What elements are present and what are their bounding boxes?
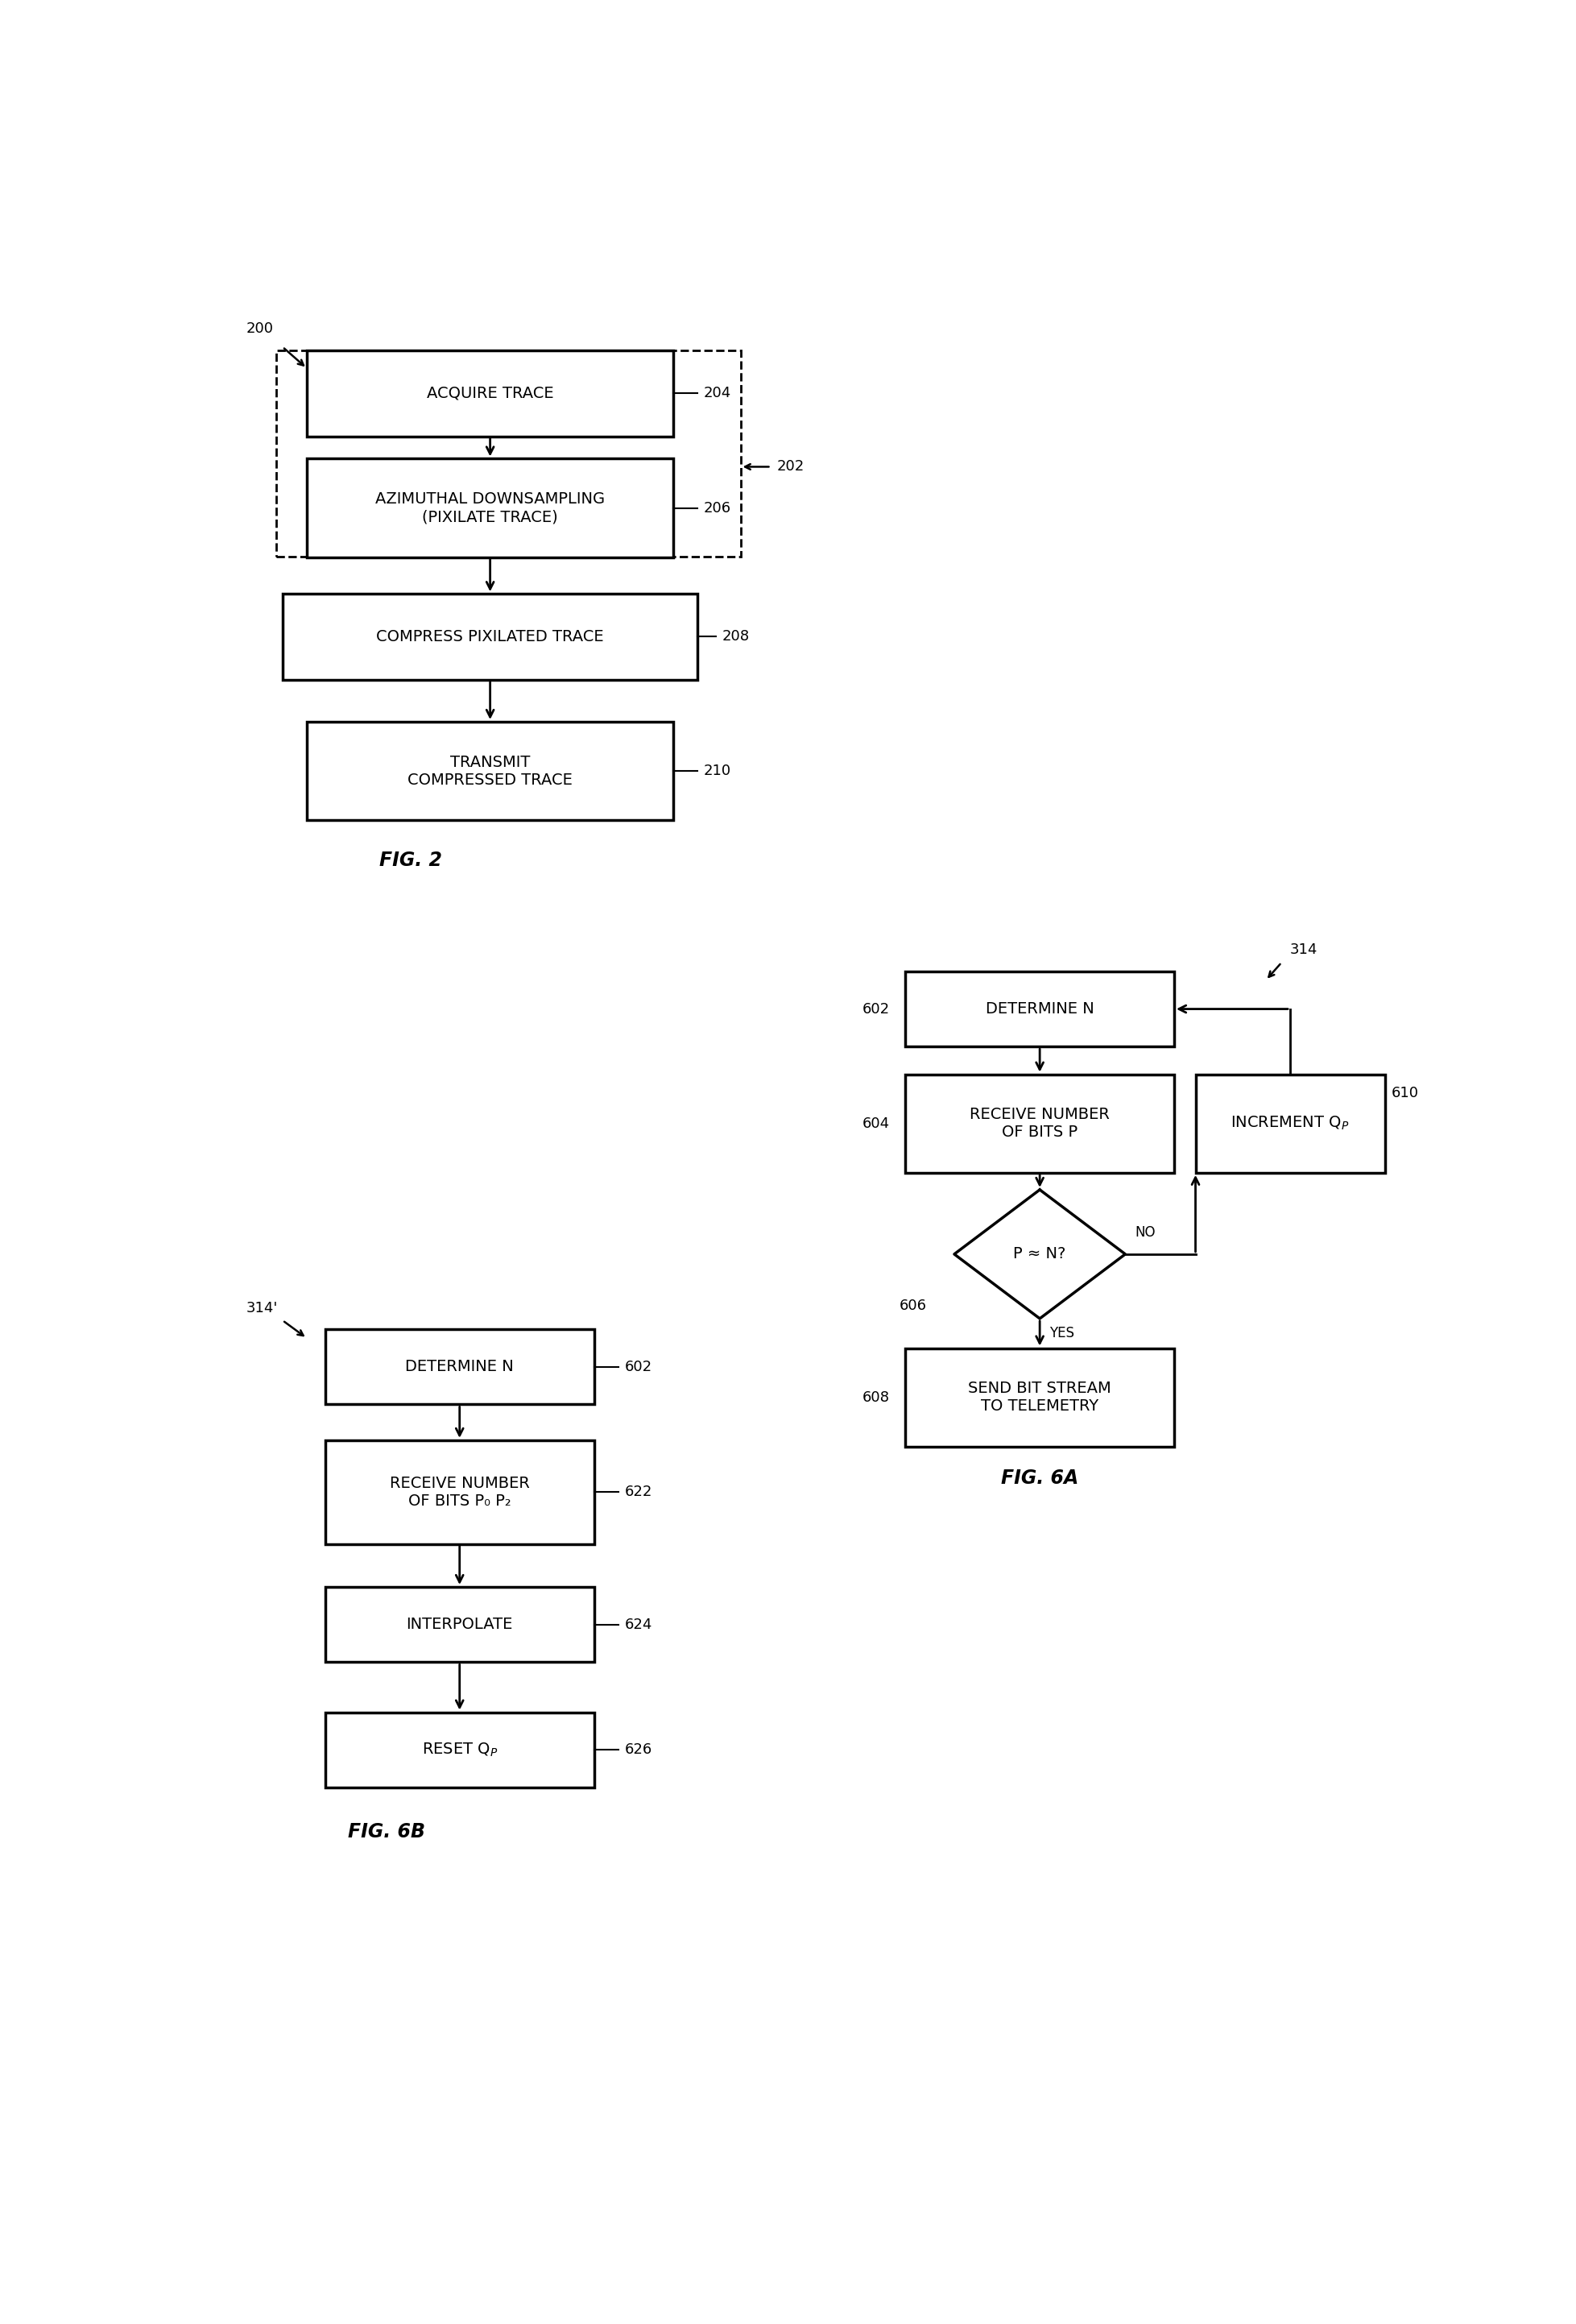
- Text: 604: 604: [862, 1116, 890, 1132]
- Text: 606: 606: [900, 1299, 927, 1313]
- Text: DETERMINE N: DETERMINE N: [405, 1360, 514, 1373]
- FancyBboxPatch shape: [325, 1587, 594, 1662]
- Text: 626: 626: [624, 1743, 652, 1757]
- Text: YES: YES: [1050, 1325, 1075, 1341]
- FancyBboxPatch shape: [307, 723, 673, 820]
- Text: FIG. 6A: FIG. 6A: [1001, 1469, 1078, 1487]
- FancyBboxPatch shape: [325, 1441, 594, 1543]
- Text: INTERPOLATE: INTERPOLATE: [407, 1618, 512, 1631]
- Text: 602: 602: [862, 1002, 890, 1016]
- Text: RESET Q$_P$: RESET Q$_P$: [422, 1741, 498, 1759]
- Text: COMPRESS PIXILATED TRACE: COMPRESS PIXILATED TRACE: [377, 630, 604, 644]
- Text: FIG. 2: FIG. 2: [380, 851, 443, 869]
- Text: 206: 206: [704, 500, 731, 516]
- Text: ACQUIRE TRACE: ACQUIRE TRACE: [427, 386, 553, 402]
- Text: DETERMINE N: DETERMINE N: [985, 1002, 1094, 1016]
- Text: INCREMENT Q$_P$: INCREMENT Q$_P$: [1231, 1116, 1349, 1132]
- Text: 202: 202: [777, 460, 805, 474]
- FancyBboxPatch shape: [307, 458, 673, 558]
- Text: NO: NO: [1135, 1225, 1155, 1239]
- Text: FIG. 6B: FIG. 6B: [348, 1822, 426, 1843]
- FancyBboxPatch shape: [1196, 1074, 1385, 1174]
- Text: 204: 204: [704, 386, 731, 400]
- FancyBboxPatch shape: [905, 1074, 1174, 1174]
- Text: RECEIVE NUMBER
OF BITS P₀ P₂: RECEIVE NUMBER OF BITS P₀ P₂: [389, 1476, 530, 1508]
- FancyBboxPatch shape: [307, 351, 673, 437]
- FancyBboxPatch shape: [282, 595, 698, 679]
- FancyBboxPatch shape: [905, 971, 1174, 1046]
- Text: 200: 200: [246, 321, 273, 337]
- FancyBboxPatch shape: [325, 1329, 594, 1404]
- Text: 314: 314: [1291, 944, 1318, 957]
- Text: 608: 608: [862, 1390, 890, 1404]
- Text: 210: 210: [704, 765, 731, 779]
- FancyBboxPatch shape: [905, 1348, 1174, 1446]
- Text: 314': 314': [246, 1301, 277, 1315]
- Text: TRANSMIT
COMPRESSED TRACE: TRANSMIT COMPRESSED TRACE: [408, 755, 572, 788]
- Text: 610: 610: [1392, 1085, 1418, 1099]
- Text: 622: 622: [624, 1485, 652, 1499]
- Text: AZIMUTHAL DOWNSAMPLING
(PIXILATE TRACE): AZIMUTHAL DOWNSAMPLING (PIXILATE TRACE): [375, 490, 605, 525]
- Polygon shape: [953, 1190, 1125, 1318]
- Text: 602: 602: [624, 1360, 652, 1373]
- FancyBboxPatch shape: [325, 1713, 594, 1787]
- Text: 208: 208: [722, 630, 750, 644]
- Text: SEND BIT STREAM
TO TELEMETRY: SEND BIT STREAM TO TELEMETRY: [968, 1380, 1111, 1413]
- Text: 624: 624: [624, 1618, 652, 1631]
- Text: RECEIVE NUMBER
OF BITS P: RECEIVE NUMBER OF BITS P: [969, 1106, 1110, 1141]
- Text: P ≈ N?: P ≈ N?: [1013, 1246, 1065, 1262]
